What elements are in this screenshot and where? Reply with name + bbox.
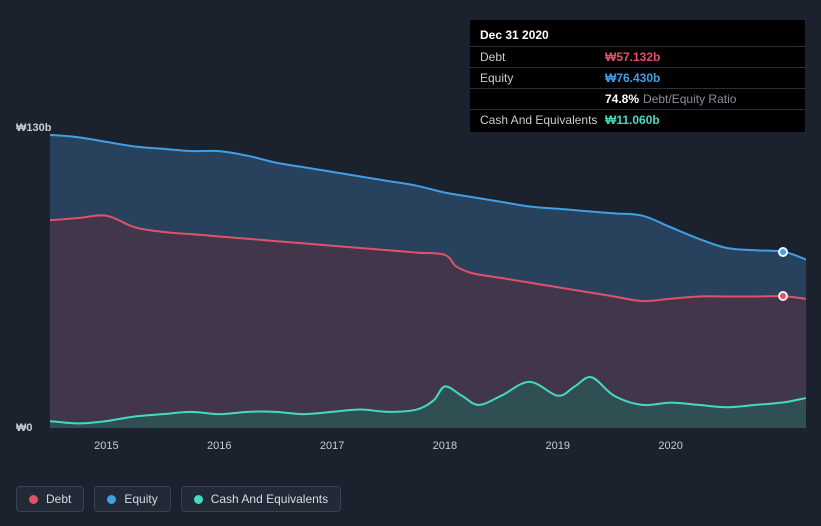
tooltip-row: Debt₩57.132b bbox=[470, 46, 805, 67]
tooltip-row-label: Debt bbox=[480, 50, 605, 64]
x-axis-tick: 2015 bbox=[94, 440, 118, 452]
chart-tooltip: Dec 31 2020 Debt₩57.132bEquity₩76.430b74… bbox=[470, 20, 805, 132]
legend-label: Equity bbox=[124, 492, 157, 506]
series-marker-equity bbox=[778, 247, 788, 257]
x-axis-tick: 2017 bbox=[320, 440, 344, 452]
x-axis-tick: 2020 bbox=[658, 440, 682, 452]
tooltip-row-label bbox=[480, 92, 605, 106]
tooltip-row-value: 74.8% bbox=[605, 92, 639, 106]
x-axis-tick: 2018 bbox=[433, 440, 457, 452]
y-axis-tick: ₩0 bbox=[16, 422, 33, 434]
tooltip-row-sublabel: Debt/Equity Ratio bbox=[643, 92, 736, 106]
x-axis-tick: 2019 bbox=[546, 440, 570, 452]
x-axis-tick: 2016 bbox=[207, 440, 231, 452]
y-axis: ₩130b ₩0 bbox=[16, 120, 50, 440]
series-marker-debt bbox=[778, 291, 788, 301]
legend-item-equity[interactable]: Equity bbox=[94, 486, 170, 512]
legend-label: Debt bbox=[46, 492, 71, 506]
y-axis-tick: ₩130b bbox=[16, 122, 51, 134]
legend-item-cash-and-equivalents[interactable]: Cash And Equivalents bbox=[181, 486, 341, 512]
tooltip-row-label: Equity bbox=[480, 71, 605, 85]
legend-swatch-icon bbox=[194, 495, 203, 504]
legend-swatch-icon bbox=[29, 495, 38, 504]
x-axis: 2015 2016 2017 2018 2019 2020 bbox=[50, 440, 806, 460]
tooltip-date: Dec 31 2020 bbox=[470, 26, 805, 46]
chart-svg bbox=[50, 128, 806, 428]
tooltip-row: Equity₩76.430b bbox=[470, 67, 805, 88]
legend-swatch-icon bbox=[107, 495, 116, 504]
legend-label: Cash And Equivalents bbox=[211, 492, 328, 506]
legend-item-debt[interactable]: Debt bbox=[16, 486, 84, 512]
tooltip-row-value: ₩57.132b bbox=[605, 50, 660, 64]
chart-legend: Debt Equity Cash And Equivalents bbox=[16, 486, 341, 512]
chart-plot-area[interactable] bbox=[50, 128, 806, 428]
tooltip-row: 74.8% Debt/Equity Ratio bbox=[470, 88, 805, 109]
tooltip-row-value: ₩76.430b bbox=[605, 71, 660, 85]
debt-equity-chart: ₩130b ₩0 2015 2016 2017 2018 2019 2020 bbox=[16, 120, 806, 510]
